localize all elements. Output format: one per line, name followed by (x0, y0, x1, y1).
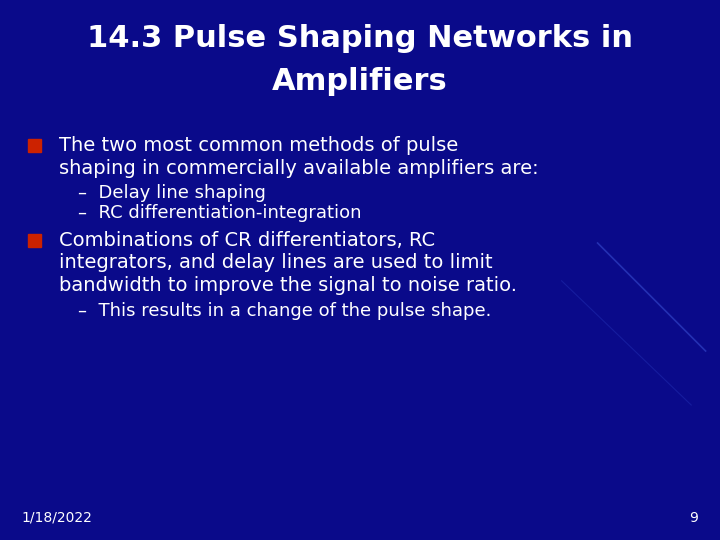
Text: bandwidth to improve the signal to noise ratio.: bandwidth to improve the signal to noise… (59, 276, 517, 295)
Text: 1/18/2022: 1/18/2022 (22, 511, 92, 525)
Text: shaping in commercially available amplifiers are:: shaping in commercially available amplif… (59, 159, 539, 178)
Text: 9: 9 (690, 511, 698, 525)
Bar (28, 139, 41, 152)
Bar (28, 234, 41, 247)
Text: –  This results in a change of the pulse shape.: – This results in a change of the pulse … (78, 301, 491, 320)
Text: 14.3 Pulse Shaping Networks in: 14.3 Pulse Shaping Networks in (87, 24, 633, 53)
Text: Amplifiers: Amplifiers (272, 68, 448, 97)
Text: –  Delay line shaping: – Delay line shaping (78, 184, 266, 202)
Text: Combinations of CR differentiators, RC: Combinations of CR differentiators, RC (59, 231, 435, 250)
Text: –  RC differentiation-integration: – RC differentiation-integration (78, 204, 361, 222)
Text: The two most common methods of pulse: The two most common methods of pulse (59, 136, 459, 156)
Text: integrators, and delay lines are used to limit: integrators, and delay lines are used to… (59, 253, 492, 273)
